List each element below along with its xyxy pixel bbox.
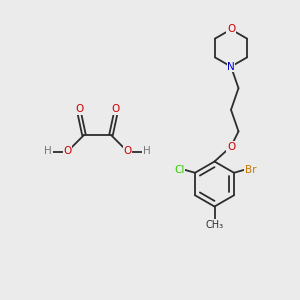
Text: O: O [227,24,235,34]
Text: O: O [123,146,132,157]
Text: Cl: Cl [174,165,184,175]
Text: O: O [63,146,72,157]
Text: CH₃: CH₃ [206,220,224,230]
Text: O: O [227,142,235,152]
Text: O: O [111,104,120,115]
Text: O: O [75,104,84,115]
Text: H: H [143,146,151,157]
Text: H: H [44,146,52,157]
Text: Br: Br [245,165,256,175]
Text: N: N [227,61,235,72]
